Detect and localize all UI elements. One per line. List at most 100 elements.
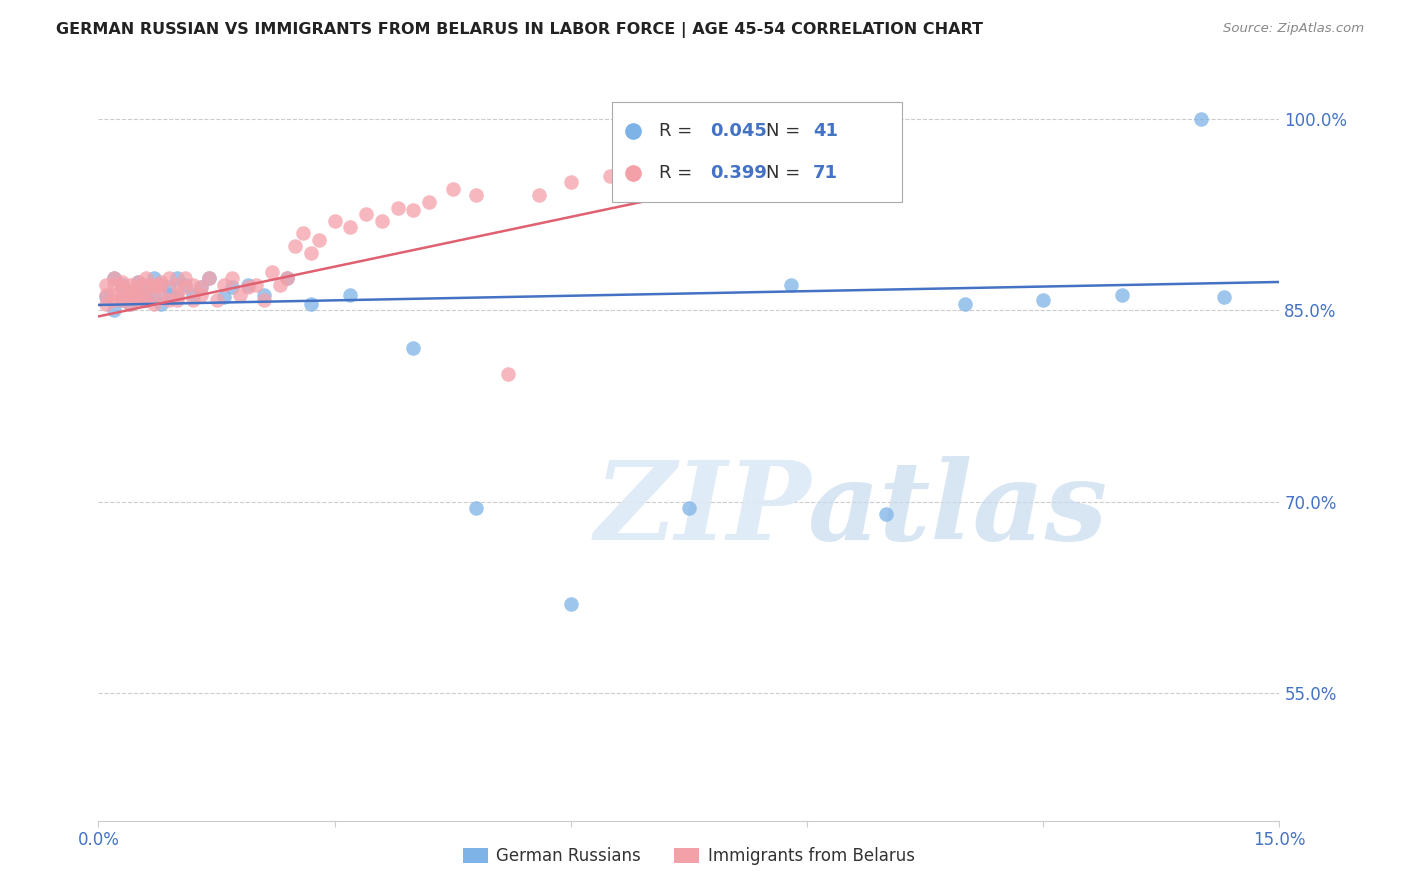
Point [135,277,157,292]
Point [465,500,488,515]
Point [260,265,283,279]
Point [127,287,149,301]
Point [142,287,165,301]
Point [127,287,149,301]
Point [111,275,134,289]
Point [292,227,315,241]
Point [229,287,252,301]
Point [118,287,141,301]
Point [150,277,173,292]
Point [150,296,173,310]
Point [276,271,298,285]
Point [127,275,149,289]
Point [269,277,291,292]
Point [529,188,551,202]
Point [111,277,134,292]
Point [253,293,276,307]
Text: 0.399: 0.399 [710,164,768,182]
Point [118,296,141,310]
Point [221,271,243,285]
Point [157,293,180,307]
Point [717,156,740,170]
Point [496,367,519,381]
Point [103,303,125,318]
Point [157,271,180,285]
Text: atlas: atlas [807,456,1108,564]
Point [560,597,582,611]
Point [135,293,157,307]
Point [96,277,118,292]
Point [402,342,425,356]
Point [197,271,219,285]
Text: N =: N = [766,164,806,182]
Point [111,293,134,307]
Point [221,280,243,294]
Point [441,182,464,196]
Point [190,280,212,294]
Point [284,239,307,253]
Point [299,245,322,260]
Point [135,271,157,285]
Point [142,280,165,294]
Point [174,277,197,292]
Point [599,169,621,183]
Point [103,271,125,285]
Point [150,287,173,301]
Point [560,175,582,189]
Point [103,277,125,292]
Legend: German Russians, Immigrants from Belarus: German Russians, Immigrants from Belarus [457,840,921,871]
Point [354,207,377,221]
Point [197,271,219,285]
Point [875,508,897,522]
Point [127,293,149,307]
Point [111,280,134,294]
Point [214,277,236,292]
Text: Source: ZipAtlas.com: Source: ZipAtlas.com [1223,22,1364,36]
Point [166,271,188,285]
Point [96,290,118,304]
Point [157,287,180,301]
Point [135,287,157,301]
Text: 71: 71 [813,164,838,182]
Point [111,290,134,304]
Point [323,213,346,227]
Point [402,203,425,218]
Point [174,280,197,294]
Point [190,287,212,301]
Point [638,162,661,177]
Point [953,296,976,310]
Point [181,293,204,307]
Text: 41: 41 [813,121,838,140]
Point [181,287,204,301]
Point [190,280,212,294]
Text: R =: R = [659,121,699,140]
Point [166,277,188,292]
Point [118,284,141,298]
Text: R =: R = [659,164,699,182]
Point [127,280,149,294]
Point [150,275,173,289]
Point [166,290,188,304]
Point [103,271,125,285]
Point [103,287,125,301]
Point [96,296,118,310]
Point [135,280,157,294]
Point [157,280,180,294]
Text: N =: N = [766,121,806,140]
Point [276,271,298,285]
Point [142,277,165,292]
Text: ZIP: ZIP [595,456,811,564]
Point [1032,293,1054,307]
Point [118,296,141,310]
Point [299,296,322,310]
Point [111,293,134,307]
Point [236,277,259,292]
Point [1111,287,1133,301]
Point [127,275,149,289]
Point [103,293,125,307]
Point [166,293,188,307]
Text: GERMAN RUSSIAN VS IMMIGRANTS FROM BELARUS IN LABOR FORCE | AGE 45-54 CORRELATION: GERMAN RUSSIAN VS IMMIGRANTS FROM BELARU… [56,22,983,38]
Point [339,287,361,301]
Point [205,293,228,307]
Point [1213,290,1236,304]
